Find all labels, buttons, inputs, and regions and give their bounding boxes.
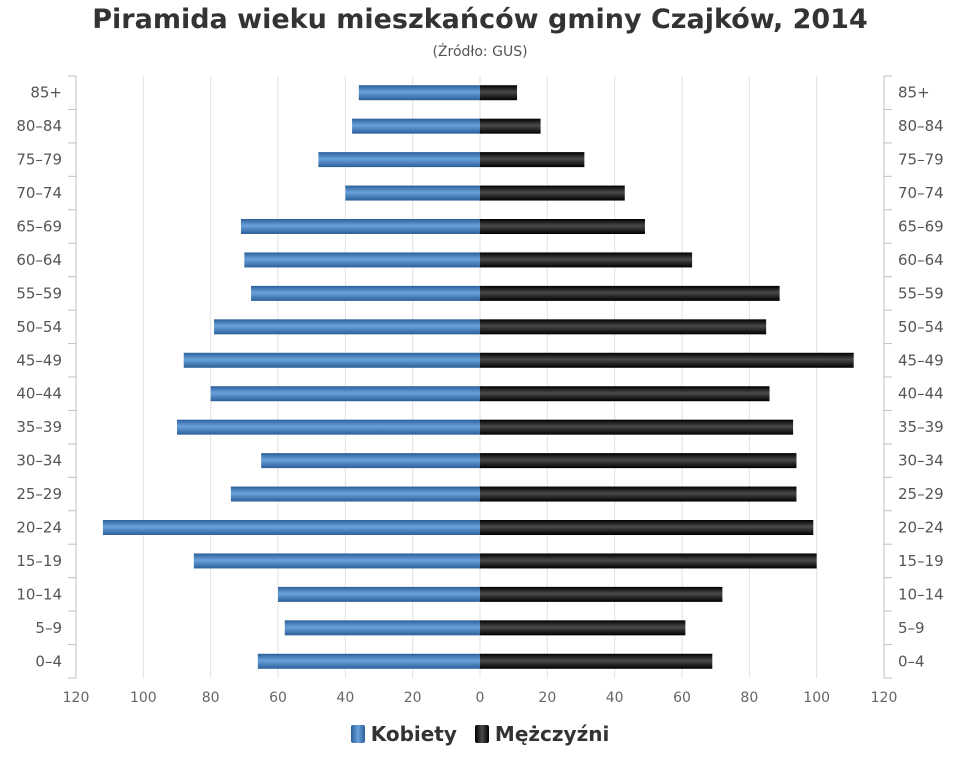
x-tick-label: 80 — [202, 690, 220, 706]
axes — [68, 75, 892, 679]
y-tick-label-right: 35–39 — [898, 418, 944, 436]
x-tick-label: 80 — [740, 690, 758, 706]
y-tick-label-left: 20–24 — [16, 519, 62, 537]
legend-item-kobiety[interactable]: Kobiety — [350, 722, 457, 746]
y-tick-label-left: 65–69 — [16, 218, 62, 236]
bar-mezczyzni[interactable] — [480, 118, 541, 134]
bar-mezczyzni[interactable] — [480, 152, 585, 168]
bar-kobiety[interactable] — [251, 285, 480, 301]
y-tick-label-left: 85+ — [30, 84, 62, 102]
y-tick-label-right: 0–4 — [898, 652, 925, 670]
y-tick-label-right: 75–79 — [898, 151, 944, 169]
y-tick-label-right: 80–84 — [898, 117, 944, 135]
bar-mezczyzni[interactable] — [480, 620, 686, 636]
x-tick-label: 100 — [803, 690, 830, 706]
bar-kobiety[interactable] — [240, 219, 480, 234]
y-tick-label-left: 60–64 — [16, 251, 62, 269]
y-tick-label-left: 75–79 — [16, 151, 62, 169]
legend-item-mezczyzni[interactable]: Mężczyźni — [474, 722, 610, 746]
x-tick-label: 40 — [606, 690, 624, 706]
bar-mezczyzni[interactable] — [480, 185, 625, 201]
bar-mezczyzni[interactable] — [480, 453, 797, 469]
y-tick-label-left: 40–44 — [16, 385, 62, 403]
bar-kobiety[interactable] — [102, 520, 480, 535]
x-tick-label: 40 — [336, 690, 354, 706]
bar-mezczyzni[interactable] — [480, 285, 780, 301]
bar-kobiety[interactable] — [352, 118, 480, 134]
bar-kobiety[interactable] — [183, 352, 480, 368]
bar-mezczyzni[interactable] — [480, 85, 518, 101]
y-tick-label-left: 15–19 — [16, 552, 62, 570]
bar-mezczyzni[interactable] — [480, 219, 645, 234]
bar-kobiety[interactable] — [278, 586, 480, 602]
bar-kobiety[interactable] — [193, 553, 481, 569]
y-tick-label-right: 10–14 — [898, 585, 944, 603]
legend-label-kobiety: Kobiety — [370, 722, 457, 746]
bar-mezczyzni[interactable] — [480, 653, 713, 669]
y-tick-label-right: 20–24 — [898, 519, 944, 537]
x-tick-label: 60 — [269, 690, 287, 706]
x-tick-label: 120 — [871, 690, 898, 706]
y-tick-label-left: 0–4 — [35, 652, 62, 670]
bar-mezczyzni[interactable] — [480, 419, 794, 435]
legend-swatch-mezczyzni — [474, 725, 489, 743]
x-tick-label: 100 — [130, 690, 157, 706]
y-tick-label-right: 40–44 — [898, 385, 944, 403]
y-tick-label-right: 45–49 — [898, 351, 944, 369]
chart-title: Piramida wieku mieszkańców gminy Czajków… — [92, 4, 868, 35]
bar-mezczyzni[interactable] — [480, 486, 797, 502]
x-tick-label: 0 — [476, 690, 485, 706]
y-tick-label-right: 5–9 — [898, 619, 925, 637]
bar-kobiety[interactable] — [257, 653, 480, 669]
bar-mezczyzni[interactable] — [480, 386, 770, 402]
bar-kobiety[interactable] — [244, 252, 480, 268]
bar-kobiety[interactable] — [210, 386, 480, 402]
y-tick-label-left: 45–49 — [16, 351, 62, 369]
bar-kobiety[interactable] — [214, 319, 481, 335]
bar-kobiety[interactable] — [177, 419, 480, 435]
bar-mezczyzni[interactable] — [480, 586, 723, 602]
y-tick-label-left: 35–39 — [16, 418, 62, 436]
x-tick-label: 60 — [673, 690, 691, 706]
bars — [102, 85, 854, 669]
y-tick-label-left: 10–14 — [16, 585, 62, 603]
labels: 120 100 80 60 40 20 0 20 40 60 80 100 120 0–4 0–4 5–9 5–… — [16, 84, 943, 706]
bar-kobiety[interactable] — [358, 85, 480, 101]
bar-mezczyzni[interactable] — [480, 252, 693, 268]
y-tick-label-left: 70–74 — [16, 184, 62, 202]
bar-kobiety[interactable] — [230, 486, 480, 502]
y-tick-label-left: 80–84 — [16, 117, 62, 135]
y-tick-label-left: 5–9 — [35, 619, 62, 637]
bar-kobiety[interactable] — [345, 185, 480, 201]
legend-swatch-kobiety — [350, 725, 365, 743]
bar-kobiety[interactable] — [318, 152, 480, 168]
bar-mezczyzni[interactable] — [480, 319, 767, 335]
bar-mezczyzni[interactable] — [480, 352, 854, 368]
x-tick-label: 20 — [538, 690, 556, 706]
y-tick-label-right: 85+ — [898, 84, 930, 102]
y-tick-label-left: 30–34 — [16, 452, 62, 470]
chart-subtitle: (Źródło: GUS) — [432, 44, 528, 60]
y-tick-label-right: 65–69 — [898, 218, 944, 236]
legend: Kobiety Mężczyźni — [0, 722, 960, 746]
y-tick-label-right: 15–19 — [898, 552, 944, 570]
bar-kobiety[interactable] — [284, 620, 480, 636]
x-tick-label: 20 — [404, 690, 422, 706]
legend-label-mezczyzni: Mężczyźni — [494, 722, 610, 746]
bar-kobiety[interactable] — [261, 453, 480, 469]
y-tick-label-left: 55–59 — [16, 284, 62, 302]
y-tick-label-right: 55–59 — [898, 284, 944, 302]
bar-mezczyzni[interactable] — [480, 553, 817, 569]
y-tick-label-right: 70–74 — [898, 184, 944, 202]
y-tick-label-right: 50–54 — [898, 318, 944, 336]
bar-mezczyzni[interactable] — [480, 520, 814, 535]
y-tick-label-right: 30–34 — [898, 452, 944, 470]
y-tick-label-right: 25–29 — [898, 485, 944, 503]
y-tick-label-right: 60–64 — [898, 251, 944, 269]
y-tick-label-left: 25–29 — [16, 485, 62, 503]
x-tick-label: 120 — [63, 690, 90, 706]
y-tick-label-left: 50–54 — [16, 318, 62, 336]
